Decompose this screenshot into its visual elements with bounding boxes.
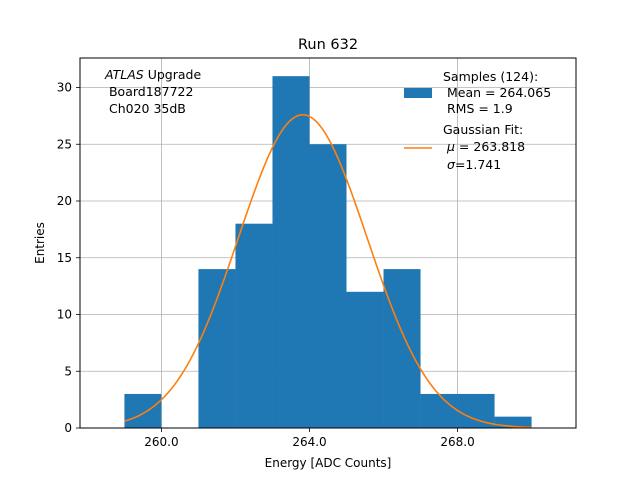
legend-fit-mu: μ = 263.818 [446,139,525,154]
legend-hist-line-1: Samples (124): [443,69,538,84]
atlas-label: ATLAS [104,67,144,82]
y-tick-label: 0 [64,421,72,435]
legend-hist-swatch [404,88,432,98]
histogram-bar [124,393,162,428]
x-tick-label: 264.0 [292,435,326,449]
x-axis-label: Energy [ADC Counts] [265,456,392,470]
y-tick-label: 25 [57,137,72,151]
annotation-board: Board187722 [105,84,193,99]
x-tick-label: 268.0 [440,435,474,449]
annotation-line-1: ATLAS Upgrade [104,67,201,82]
histogram-bar [346,291,384,428]
y-axis-ticks: 0 5 10 15 20 25 30 [57,81,80,435]
upgrade-annotation: ATLAS Upgrade Board187722 Ch020 35dB [104,67,201,116]
histogram-bar [383,269,421,428]
x-tick-label: 260.0 [144,435,178,449]
histogram-bar [420,393,458,428]
legend-fit-sigma: σ=1.741 [447,157,501,172]
sigma-value: =1.741 [455,157,501,172]
y-tick-label: 5 [64,364,72,378]
y-tick-label: 30 [57,81,72,95]
mu-value: = 263.818 [455,139,525,154]
legend: Samples (124): Mean = 264.065 RMS = 1.9 … [404,69,551,172]
x-axis-ticks: 260.0 264.0 268.0 [144,428,475,449]
histogram-bar [235,223,273,428]
histogram-bars [124,76,532,428]
histogram-bar [309,144,347,428]
legend-hist-line-2: Mean = 264.065 [443,85,551,100]
histogram-bar [272,76,310,428]
y-tick-label: 10 [57,308,72,322]
plot-frame [79,57,577,429]
upgrade-label: Upgrade [144,67,202,82]
y-axis-label: Entries [33,222,47,264]
histogram-bar [494,416,532,428]
mu-symbol: μ [446,139,455,154]
sigma-symbol: σ [447,157,456,172]
y-tick-label: 20 [57,194,72,208]
legend-fit-title: Gaussian Fit: [443,122,523,137]
gaussian-fit-curve [124,113,532,429]
y-tick-label: 15 [57,251,72,265]
chart-title: Run 632 [298,37,358,53]
legend-hist-line-3: RMS = 1.9 [443,101,513,116]
histogram-bar [198,269,236,428]
annotation-channel: Ch020 35dB [105,101,186,116]
